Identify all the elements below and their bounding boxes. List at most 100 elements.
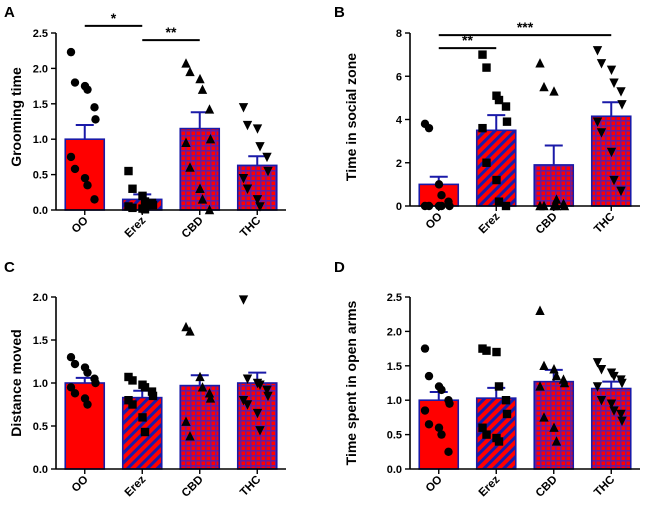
x-category-label: Erez bbox=[477, 210, 503, 236]
data-point-circle bbox=[83, 400, 92, 409]
x-category-label: OO bbox=[70, 474, 91, 495]
data-point-circle bbox=[66, 383, 76, 392]
x-category-label: Erez bbox=[123, 214, 149, 240]
x-category-label: Erez bbox=[477, 473, 503, 499]
x-category-label: THC bbox=[238, 474, 263, 499]
data-point-circle bbox=[437, 430, 446, 439]
data-point-triangle-down bbox=[255, 202, 265, 212]
data-point-square bbox=[124, 396, 133, 405]
plot-area bbox=[405, 32, 640, 211]
data-point-triangle bbox=[197, 194, 208, 204]
x-category-label: CBD bbox=[534, 474, 560, 500]
data-point-triangle-down bbox=[609, 78, 619, 88]
data-point-square bbox=[492, 91, 501, 100]
data-point-triangle-down bbox=[242, 120, 253, 131]
data-point-square bbox=[140, 427, 150, 437]
y-tick-label: 2.5 bbox=[33, 28, 48, 40]
data-point-square bbox=[147, 387, 157, 396]
data-point-circle bbox=[70, 78, 80, 87]
data-point-triangle bbox=[535, 58, 545, 68]
data-point-square bbox=[494, 197, 504, 206]
data-point-square bbox=[140, 197, 150, 206]
x-category-label: OO bbox=[424, 211, 445, 232]
data-point-triangle-down bbox=[238, 173, 249, 184]
data-point-square bbox=[478, 50, 487, 59]
data-point-triangle-down bbox=[242, 184, 253, 194]
data-point-square bbox=[492, 175, 501, 185]
y-tick-label: 1.0 bbox=[33, 134, 48, 146]
data-point-triangle-down bbox=[616, 186, 626, 197]
data-point-triangle-down bbox=[242, 400, 253, 410]
y-tick-label: 2.0 bbox=[33, 63, 48, 75]
y-tick-label: 8 bbox=[396, 28, 402, 40]
data-point-square bbox=[482, 430, 491, 439]
panel-c: C Distance moved 0.0 0.5 1.0 1.5 2.0 OO … bbox=[4, 259, 286, 500]
data-point-triangle-down bbox=[616, 409, 626, 420]
x-category-label: THC bbox=[592, 211, 617, 236]
data-point-circle bbox=[70, 359, 80, 369]
data-point-square bbox=[128, 203, 137, 213]
data-point-triangle-down bbox=[263, 166, 273, 177]
data-point-circle bbox=[83, 85, 92, 94]
data-point-square bbox=[478, 423, 487, 432]
data-point-triangle-down bbox=[617, 416, 627, 427]
data-point-triangle bbox=[549, 86, 559, 96]
y-tick-label: 0.5 bbox=[33, 421, 48, 433]
y-tick-label: 2.5 bbox=[387, 292, 402, 304]
data-point-triangle bbox=[181, 416, 191, 426]
plot-area bbox=[51, 24, 286, 215]
data-point-triangle bbox=[535, 305, 545, 315]
data-point-triangle-down bbox=[606, 399, 617, 409]
y-tick-label: 6 bbox=[396, 71, 402, 83]
data-point-circle bbox=[420, 406, 430, 415]
data-point-triangle bbox=[549, 422, 559, 432]
data-point-circle bbox=[437, 190, 446, 200]
data-point-triangle-down bbox=[242, 374, 253, 384]
y-tick-label: 0.0 bbox=[33, 464, 48, 476]
data-point-triangle bbox=[205, 134, 216, 144]
data-point-square bbox=[501, 396, 511, 405]
data-point-triangle bbox=[185, 162, 195, 172]
data-point-triangle-down bbox=[592, 46, 603, 56]
data-point-circle bbox=[83, 368, 92, 377]
y-tick-label: 1.0 bbox=[33, 378, 48, 390]
data-point-triangle-down bbox=[238, 295, 249, 305]
data-point-triangle bbox=[197, 382, 208, 392]
data-point-square bbox=[138, 413, 147, 422]
data-point-square bbox=[494, 437, 504, 446]
data-point-square bbox=[502, 409, 512, 419]
data-point-square bbox=[140, 383, 150, 392]
data-point-circle bbox=[80, 173, 90, 183]
data-point-triangle bbox=[549, 364, 559, 374]
data-point-circle bbox=[91, 115, 100, 124]
data-point-triangle bbox=[181, 58, 191, 68]
x-category-label: Erez bbox=[123, 473, 149, 499]
data-point-circle bbox=[437, 385, 446, 395]
panel-letter: D bbox=[334, 259, 345, 276]
data-point-triangle-down bbox=[252, 408, 263, 419]
y-tick-label: 2.0 bbox=[33, 292, 48, 304]
data-point-triangle-down bbox=[609, 175, 619, 186]
data-point-square bbox=[501, 102, 511, 111]
data-point-triangle-down bbox=[262, 152, 272, 163]
y-tick-label: 0.0 bbox=[387, 464, 402, 476]
plot-area bbox=[51, 295, 286, 474]
data-point-square bbox=[128, 184, 137, 193]
plot-area bbox=[405, 296, 640, 474]
data-point-square bbox=[492, 347, 501, 357]
x-category-label: OO bbox=[70, 215, 91, 236]
y-tick-label: 0 bbox=[396, 201, 402, 213]
data-point-square bbox=[482, 63, 491, 72]
y-axis-label: Time spent in open arms bbox=[343, 300, 359, 465]
data-point-triangle-down bbox=[255, 426, 265, 436]
data-point-triangle-down bbox=[255, 380, 265, 390]
data-point-triangle bbox=[181, 137, 191, 147]
data-point-square bbox=[502, 117, 512, 126]
data-point-triangle-down bbox=[592, 382, 603, 392]
data-point-square bbox=[128, 400, 137, 409]
data-point-circle bbox=[70, 389, 80, 398]
data-point-triangle bbox=[195, 183, 205, 193]
data-point-triangle-down bbox=[617, 100, 627, 110]
data-point-triangle-down bbox=[609, 371, 619, 382]
